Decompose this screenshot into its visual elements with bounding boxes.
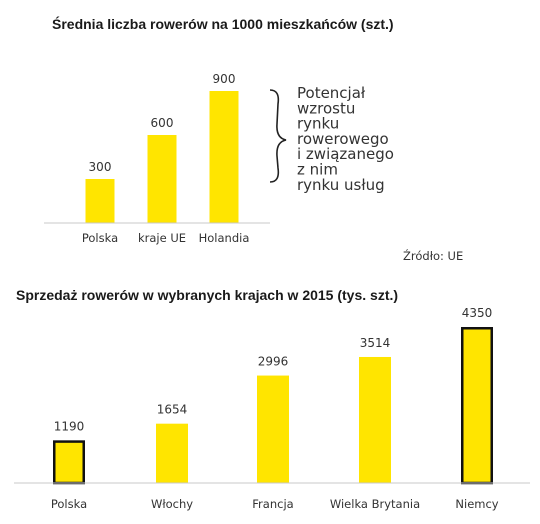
value-label-wlochy: 1654 [157, 403, 188, 417]
bar-wlochy [156, 423, 188, 483]
value-label-polska: 1190 [54, 419, 85, 433]
value-label-francja: 2996 [258, 355, 289, 369]
category-label-wielka-brytania: Wielka Brytania [330, 497, 420, 511]
annotation-line: z nim [297, 161, 338, 179]
bar-francja [257, 375, 289, 483]
chart1-title: Średnia liczba rowerów na 1000 mieszkańc… [52, 15, 394, 32]
annotation-line: wzrostu [297, 99, 355, 117]
annotation-line: i związanego [297, 145, 394, 163]
annotation-line: rynku usług [297, 176, 385, 194]
category-label-niemcy: Niemcy [455, 497, 498, 511]
category-label-kraje-ue: kraje UE [138, 231, 186, 245]
bar-polska [53, 440, 85, 485]
value-label-polska: 300 [89, 160, 112, 174]
value-label-holandia: 900 [213, 72, 236, 86]
bar-polska [85, 179, 115, 223]
bar-kraje-ue [147, 135, 177, 223]
category-label-holandia: Holandia [199, 231, 250, 245]
chart-bike-sales-2015: Sprzedaż rowerów w wybranych krajach w 2… [14, 287, 530, 511]
annotation-line: rynku [297, 115, 339, 133]
category-label-polska: Polska [51, 497, 87, 511]
chart1-source: Źródło: UE [403, 248, 463, 263]
annotation-line: Potencjał [297, 84, 366, 102]
value-label-niemcy: 4350 [462, 306, 493, 320]
chart2-title: Sprzedaż rowerów w wybranych krajach w 2… [16, 287, 398, 303]
chart1-brace [269, 89, 287, 183]
annotation-line: rowerowego [297, 130, 389, 148]
category-label-polska: Polska [82, 231, 118, 245]
bar-holandia [209, 91, 239, 223]
category-label-wlochy: Włochy [151, 497, 193, 511]
category-label-francja: Francja [252, 497, 293, 511]
bar-niemcy [461, 327, 493, 485]
chart-bikes-per-1000: Średnia liczba rowerów na 1000 mieszkańc… [44, 15, 463, 263]
value-label-kraje-ue: 600 [151, 116, 174, 130]
value-label-wielka-brytania: 3514 [360, 336, 391, 350]
bar-wielka-brytania [359, 356, 391, 483]
